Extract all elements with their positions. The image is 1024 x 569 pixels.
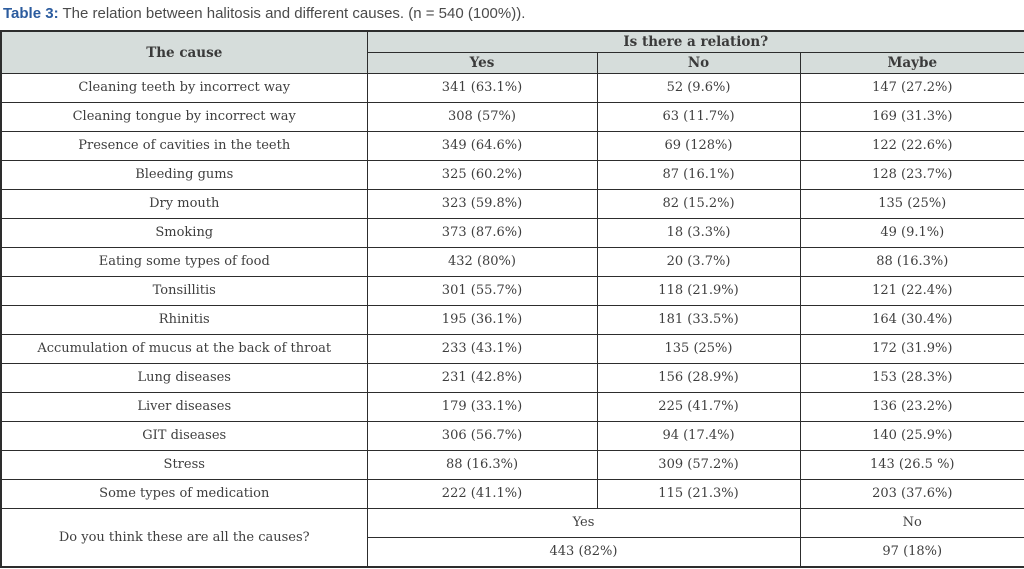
no-cell: 181 (33.5%): [596, 304, 801, 335]
header-cell-yes: Yes: [366, 52, 598, 74]
table-row: Tonsillitis 301 (55.7%) 118 (21.9%) 121 …: [0, 275, 1024, 306]
maybe-cell: 136 (23.2%): [799, 391, 1024, 422]
halitosis-causes-table: The cause Is there a relation? Yes No Ma…: [0, 30, 1024, 568]
table-row: Accumulation of mucus at the back of thr…: [0, 333, 1024, 364]
yes-cell: 373 (87.6%): [366, 217, 598, 248]
yes-cell: 222 (41.1%): [366, 478, 598, 509]
yes-cell: 432 (80%): [366, 246, 598, 277]
header-cell-cause: The cause: [0, 30, 368, 74]
no-cell: 118 (21.9%): [596, 275, 801, 306]
yes-cell: 349 (64.6%): [366, 130, 598, 161]
footer-no-value-cell: 97 (18%): [799, 536, 1024, 568]
yes-cell: 301 (55.7%): [366, 275, 598, 306]
table-caption: Table 3: The relation between halitosis …: [0, 0, 1024, 30]
table-caption-text: The relation between halitosis and diffe…: [58, 5, 526, 22]
maybe-cell: 153 (28.3%): [799, 362, 1024, 393]
table-row: Cleaning tongue by incorrect way 308 (57…: [0, 101, 1024, 132]
cause-cell: Bleeding gums: [0, 159, 368, 190]
header-cell-relation: Is there a relation?: [366, 30, 1024, 53]
table-row: Cleaning teeth by incorrect way 341 (63.…: [0, 73, 1024, 103]
maybe-cell: 128 (23.7%): [799, 159, 1024, 190]
maybe-cell: 135 (25%): [799, 188, 1024, 219]
footer-question-cell: Do you think these are all the causes?: [0, 507, 368, 568]
no-cell: 156 (28.9%): [596, 362, 801, 393]
table-caption-label: Table 3:: [3, 5, 59, 22]
no-cell: 225 (41.7%): [596, 391, 801, 422]
table-row: Smoking 373 (87.6%) 18 (3.3%) 49 (9.1%): [0, 217, 1024, 248]
no-cell: 69 (128%): [596, 130, 801, 161]
table-row: Eating some types of food 432 (80%) 20 (…: [0, 246, 1024, 277]
cause-cell: Eating some types of food: [0, 246, 368, 277]
cause-cell: Liver diseases: [0, 391, 368, 422]
maybe-cell: 172 (31.9%): [799, 333, 1024, 364]
cause-cell: Presence of cavities in the teeth: [0, 130, 368, 161]
table-row: GIT diseases 306 (56.7%) 94 (17.4%) 140 …: [0, 420, 1024, 451]
footer-row-labels: Do you think these are all the causes? Y…: [0, 507, 1024, 568]
maybe-cell: 49 (9.1%): [799, 217, 1024, 248]
cause-cell: Cleaning tongue by incorrect way: [0, 101, 368, 132]
no-cell: 309 (57.2%): [596, 449, 801, 480]
yes-cell: 231 (42.8%): [366, 362, 598, 393]
yes-cell: 195 (36.1%): [366, 304, 598, 335]
maybe-cell: 164 (30.4%): [799, 304, 1024, 335]
no-cell: 87 (16.1%): [596, 159, 801, 190]
no-cell: 63 (11.7%): [596, 101, 801, 132]
cause-cell: Some types of medication: [0, 478, 368, 509]
maybe-cell: 88 (16.3%): [799, 246, 1024, 277]
cause-cell: Rhinitis: [0, 304, 368, 335]
cause-cell: Smoking: [0, 217, 368, 248]
table-row: Presence of cavities in the teeth 349 (6…: [0, 130, 1024, 161]
maybe-cell: 147 (27.2%): [799, 73, 1024, 103]
yes-cell: 308 (57%): [366, 101, 598, 132]
cause-cell: Accumulation of mucus at the back of thr…: [0, 333, 368, 364]
no-cell: 115 (21.3%): [596, 478, 801, 509]
cause-cell: GIT diseases: [0, 420, 368, 451]
yes-cell: 323 (59.8%): [366, 188, 598, 219]
header-cell-maybe: Maybe: [799, 52, 1024, 74]
no-cell: 94 (17.4%): [596, 420, 801, 451]
no-cell: 18 (3.3%): [596, 217, 801, 248]
cause-cell: Dry mouth: [0, 188, 368, 219]
no-cell: 52 (9.6%): [596, 73, 801, 103]
maybe-cell: 203 (37.6%): [799, 478, 1024, 509]
header-row-1: The cause Is there a relation?: [0, 30, 1024, 74]
cause-cell: Stress: [0, 449, 368, 480]
yes-cell: 325 (60.2%): [366, 159, 598, 190]
maybe-cell: 122 (22.6%): [799, 130, 1024, 161]
footer-yes-label-cell: Yes: [366, 507, 801, 538]
table-row: Liver diseases 179 (33.1%) 225 (41.7%) 1…: [0, 391, 1024, 422]
no-cell: 135 (25%): [596, 333, 801, 364]
yes-cell: 179 (33.1%): [366, 391, 598, 422]
footer-yes-value-cell: 443 (82%): [366, 536, 801, 568]
table-row: Lung diseases 231 (42.8%) 156 (28.9%) 15…: [0, 362, 1024, 393]
footer-row-values: 443 (82%) 97 (18%): [1, 536, 1024, 568]
no-cell: 82 (15.2%): [596, 188, 801, 219]
table-row: Dry mouth 323 (59.8%) 82 (15.2%) 135 (25…: [0, 188, 1024, 219]
yes-cell: 88 (16.3%): [366, 449, 598, 480]
table-row: Stress 88 (16.3%) 309 (57.2%) 143 (26.5 …: [0, 449, 1024, 480]
cause-cell: Cleaning teeth by incorrect way: [0, 73, 368, 103]
yes-cell: 341 (63.1%): [366, 73, 598, 103]
cause-cell: Tonsillitis: [0, 275, 368, 306]
cause-cell: Lung diseases: [0, 362, 368, 393]
header-row-2: Yes No Maybe: [1, 52, 1024, 74]
maybe-cell: 143 (26.5 %): [799, 449, 1024, 480]
table-row: Bleeding gums 325 (60.2%) 87 (16.1%) 128…: [0, 159, 1024, 190]
table-row: Rhinitis 195 (36.1%) 181 (33.5%) 164 (30…: [0, 304, 1024, 335]
footer-no-label-cell: No: [799, 507, 1024, 538]
yes-cell: 306 (56.7%): [366, 420, 598, 451]
no-cell: 20 (3.7%): [596, 246, 801, 277]
maybe-cell: 121 (22.4%): [799, 275, 1024, 306]
yes-cell: 233 (43.1%): [366, 333, 598, 364]
table-row: Some types of medication 222 (41.1%) 115…: [0, 478, 1024, 509]
header-cell-no: No: [596, 52, 801, 74]
maybe-cell: 140 (25.9%): [799, 420, 1024, 451]
maybe-cell: 169 (31.3%): [799, 101, 1024, 132]
